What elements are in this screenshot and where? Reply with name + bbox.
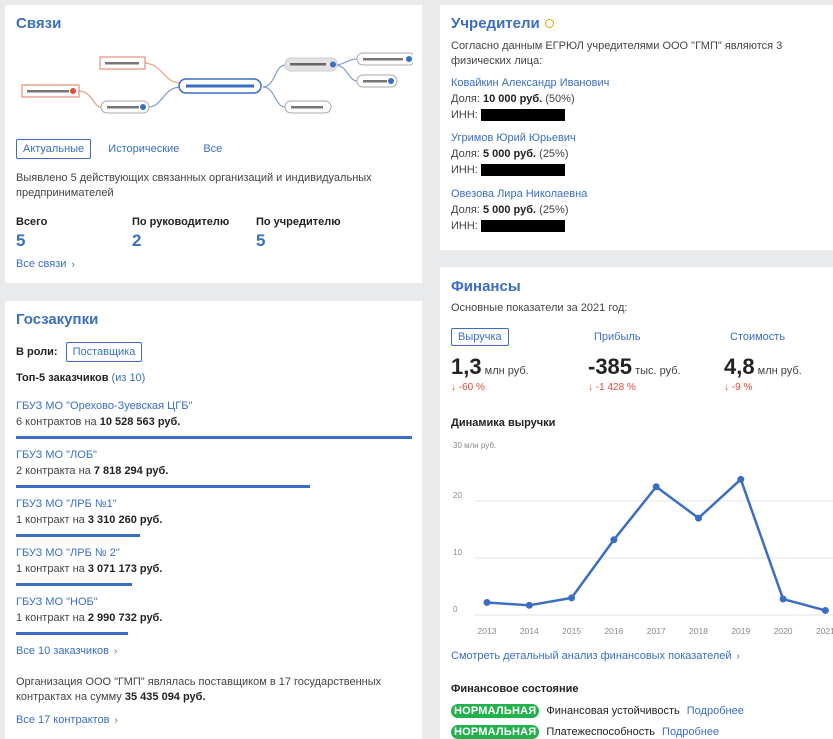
customer-name[interactable]: ГБУЗ МО "Орехово-Зуевская ЦГБ": [16, 400, 193, 412]
all-customers-link[interactable]: Все 10 заказчиков ›: [16, 645, 118, 657]
customers-list: ГБУЗ МО "Орехово-Зуевская ЦГБ" 6 контракт…: [16, 398, 412, 643]
metric-2: Стоимость 4,8 млн руб. ↓ -9 %: [724, 328, 802, 393]
all-connections-link[interactable]: Все связи ›: [16, 258, 75, 270]
chart-ylabel: 30 млн руб.: [453, 441, 496, 450]
tab-historical[interactable]: Исторические: [108, 143, 180, 155]
details-link-stability[interactable]: Подробнее: [686, 705, 744, 717]
goszakupki-card: Госзакупки В роли: Поставщика Топ-5 зака…: [5, 301, 422, 739]
chart-xtick: 2014: [520, 626, 539, 636]
metric-tab[interactable]: Прибыль: [594, 331, 641, 343]
revenue-line: [486, 478, 826, 612]
dynamics-title: Динамика выручки: [451, 417, 556, 429]
customer-share-bar: [16, 534, 141, 537]
role-row: В роли: Поставщика: [16, 342, 143, 362]
chevron-right-icon: ›: [71, 259, 75, 270]
chart-ytick: 20: [453, 491, 462, 500]
uchrediteli-title: Учредители: [451, 15, 540, 32]
tab-actual[interactable]: Актуальные: [16, 139, 92, 159]
founder-name[interactable]: Ковайкин Александр Иванович: [451, 77, 610, 89]
founder-2: Угримов Юрий Юрьевич Доля: 5 000 руб. (2…: [451, 132, 576, 177]
state-title: Финансовое состояние: [451, 683, 579, 695]
founder-name[interactable]: Овезова Лира Николаевна: [451, 188, 588, 200]
svyazi-description: Выявлено 5 действующих связанных организ…: [16, 172, 372, 199]
customer-item: ГБУЗ МО "ЛОБ" 2 контракта на 7 818 294 ру…: [16, 447, 412, 496]
customer-item: ГБУЗ МО "ЛРБ № 2" 1 контракт на 3 071 173…: [16, 545, 412, 594]
connections-graph[interactable]: [13, 49, 413, 119]
finansy-title: Финансы: [451, 278, 521, 295]
arrow-down-icon: ↓: [588, 382, 593, 393]
goszakupki-summary: Организация ООО "ГМП" являлась поставщик…: [16, 676, 382, 703]
chevron-right-icon: ›: [114, 715, 118, 726]
top-customers-label: Топ-5 заказчиков (из 10): [16, 372, 146, 384]
details-link[interactable]: Смотреть детальный анализ финансовых пок…: [451, 650, 740, 662]
finansy-card: Финансы Основные показатели за 2021 год:…: [440, 267, 833, 739]
svyazi-stat-by-founder: По учредителю 5: [256, 216, 341, 250]
status-badge: НОРМАЛЬНАЯ: [451, 704, 540, 718]
inn-redacted: [480, 109, 565, 122]
chart-ytick: 10: [453, 548, 462, 557]
revenue-point[interactable]: [483, 598, 491, 606]
svyazi-title: Связи: [16, 15, 62, 32]
metric-tab[interactable]: Стоимость: [730, 331, 786, 343]
chart-xtick: 2017: [647, 626, 666, 636]
arrow-down-icon: ↓: [451, 382, 456, 393]
chart-xtick: 2019: [731, 626, 750, 636]
chart-xtick: 2015: [562, 626, 581, 636]
finansy-subtitle: Основные показатели за 2021 год:: [451, 302, 628, 314]
chart-xtick: 2018: [689, 626, 708, 636]
svyazi-card: Связи Актуальные Исторические Все: [5, 5, 422, 283]
revenue-point[interactable]: [695, 514, 702, 522]
inn-redacted: [480, 220, 565, 233]
customer-name[interactable]: ГБУЗ МО "НОБ": [16, 596, 98, 608]
revenue-point[interactable]: [737, 475, 745, 483]
metric-1: Прибыль -385 тыс. руб. ↓ -1 428 %: [588, 328, 681, 393]
chart-xtick: 2021: [816, 626, 833, 636]
details-link-solvency[interactable]: Подробнее: [662, 726, 720, 738]
customer-item: ГБУЗ МО "Орехово-Зуевская ЦГБ" 6 контракт…: [16, 398, 412, 447]
chart-xtick: 2020: [774, 626, 793, 636]
customer-name[interactable]: ГБУЗ МО "ЛОБ": [16, 449, 97, 461]
tab-all[interactable]: Все: [203, 143, 223, 155]
inn-redacted: [480, 164, 565, 177]
revenue-point[interactable]: [779, 595, 787, 603]
revenue-point[interactable]: [525, 601, 533, 609]
revenue-chart: 30 млн руб. 0 10 20 2013 2014 2015 2016 2017 2018…: [453, 441, 833, 636]
goszakupki-title: Госзакупки: [16, 311, 99, 328]
customer-share-bar: [16, 583, 132, 586]
revenue-point[interactable]: [568, 594, 576, 602]
customer-item: ГБУЗ МО "НОБ" 1 контракт на 2 990 732 руб…: [16, 594, 412, 643]
chevron-right-icon: ›: [113, 646, 118, 657]
chart-xtick: 2013: [478, 626, 497, 636]
state-row-2: НОРМАЛЬНАЯ Платежеспособность Подробнее: [451, 725, 719, 739]
founder-name[interactable]: Угримов Юрий Юрьевич: [451, 132, 576, 144]
all-contracts-link[interactable]: Все 17 контрактов ›: [16, 714, 118, 726]
clock-icon[interactable]: [544, 19, 554, 28]
arrow-down-icon: ↓: [724, 382, 729, 393]
customer-name[interactable]: ГБУЗ МО "ЛРБ №1": [16, 498, 117, 510]
revenue-point[interactable]: [652, 483, 660, 491]
svyazi-stat-by-manager: По руководителю 2: [132, 216, 230, 250]
uchrediteli-intro: Согласно данным ЕГРЮЛ учредителями ООО "…: [451, 40, 783, 67]
chart-xtick: 2016: [604, 626, 623, 636]
svyazi-stat-total: Всего 5: [16, 216, 48, 250]
uchrediteli-card: Учредители Согласно данным ЕГРЮЛ учредит…: [440, 5, 833, 250]
role-select[interactable]: Поставщика: [65, 342, 143, 362]
state-row-1: НОРМАЛЬНАЯ Финансовая устойчивость Подро…: [451, 704, 744, 718]
customer-item: ГБУЗ МО "ЛРБ №1" 1 контракт на 3 310 260 …: [16, 496, 412, 545]
customer-share-bar: [16, 436, 412, 439]
customer-share-bar: [16, 485, 310, 488]
revenue-point[interactable]: [821, 606, 829, 614]
svyazi-tabs: Актуальные Исторические Все: [16, 139, 229, 159]
revenue-point[interactable]: [610, 536, 618, 544]
founder-1: Ковайкин Александр Иванович Доля: 10 000…: [451, 77, 610, 122]
customer-name[interactable]: ГБУЗ МО "ЛРБ № 2": [16, 547, 120, 559]
founder-3: Овезова Лира Николаевна Доля: 5 000 руб.…: [451, 188, 588, 233]
metric-0: Выручка 1,3 млн руб. ↓ -60 %: [451, 328, 529, 393]
metric-tab[interactable]: Выручка: [451, 328, 509, 346]
status-badge: НОРМАЛЬНАЯ: [451, 725, 540, 739]
customer-share-bar: [16, 632, 129, 635]
chart-ytick: 0: [453, 605, 458, 614]
chevron-right-icon: ›: [736, 651, 740, 662]
